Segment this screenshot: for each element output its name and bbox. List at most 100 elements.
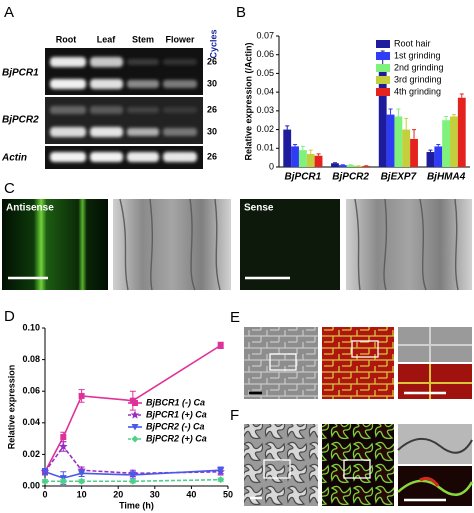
- panel-label: B: [236, 4, 246, 21]
- gel-image: [45, 48, 203, 169]
- x-axis-label: Time (h): [119, 500, 154, 510]
- error-bar: [451, 114, 456, 117]
- lane-label: Leaf: [97, 34, 117, 44]
- y-tick-label: 0.07: [256, 30, 274, 40]
- y-tick-label: 0.03: [256, 105, 274, 115]
- bar: [426, 152, 435, 167]
- legend-marker: [131, 435, 139, 443]
- legend-label: BjPCR2 (-) Ca: [146, 421, 205, 431]
- x-tick-label: BjHMA4: [427, 172, 466, 183]
- cycle-number: 26: [207, 56, 217, 66]
- y-tick-label: 0.02: [256, 124, 274, 134]
- y-tick-label: 0: [269, 161, 274, 171]
- probe-label: Antisense: [6, 203, 54, 214]
- marker: [78, 392, 85, 399]
- legend-marker: [132, 400, 138, 406]
- legend-label: BjPCR1 (+) Ca: [146, 409, 207, 419]
- legend-swatch: [376, 76, 390, 84]
- bar: [291, 146, 299, 167]
- marker: [78, 470, 86, 477]
- y-axis-label: Relative expression: [6, 365, 16, 450]
- gene-label: Actin: [1, 153, 27, 164]
- legend-label: Root hair: [394, 38, 431, 48]
- legend-label: BjBCR1 (-) Ca: [146, 397, 205, 407]
- cycle-number: 26: [207, 151, 217, 161]
- legend-swatch: [376, 52, 390, 60]
- error-bar: [293, 144, 298, 147]
- marker: [217, 476, 225, 484]
- error-bar: [396, 108, 401, 117]
- bar: [314, 155, 323, 167]
- bar: [394, 116, 403, 167]
- cycle-number: 26: [207, 104, 217, 114]
- marker: [129, 471, 137, 479]
- y-tick-label: 0.01: [256, 143, 274, 153]
- marker: [217, 342, 224, 349]
- error-bar: [285, 125, 290, 130]
- bar: [283, 129, 292, 167]
- legend-label: 2nd grinding: [394, 62, 444, 72]
- bar: [450, 116, 458, 167]
- lane-label: Flower: [165, 34, 195, 44]
- x-tick-label: 0: [42, 489, 47, 499]
- error-bar: [300, 145, 305, 151]
- x-tick-label: 20: [113, 489, 123, 499]
- bar: [410, 138, 418, 167]
- marker: [78, 477, 86, 485]
- bar: [402, 129, 411, 167]
- x-tick-label: 10: [77, 489, 87, 499]
- cycle-number: 30: [207, 78, 217, 88]
- panel-label: C: [4, 180, 15, 197]
- error-bar: [428, 149, 433, 153]
- legend-swatch: [376, 40, 390, 48]
- y-tick-label: 0.04: [256, 87, 274, 97]
- panel-label: A: [4, 4, 14, 21]
- micrographs-e: [244, 327, 472, 399]
- legend-swatch: [376, 64, 390, 72]
- error-bar: [444, 115, 449, 121]
- panel-label: F: [230, 407, 239, 424]
- error-bar: [388, 108, 393, 115]
- cycle-number: 30: [207, 126, 217, 136]
- x-tick-label: 40: [186, 489, 196, 499]
- error-bar: [436, 144, 441, 147]
- x-tick-label: 50: [223, 489, 233, 499]
- x-tick-label: BjEXP7: [381, 172, 417, 183]
- cycles-header: Cycles: [208, 29, 218, 58]
- bar: [306, 153, 315, 167]
- marker: [129, 477, 137, 485]
- marker: [41, 477, 49, 485]
- legend-marker: [131, 424, 139, 431]
- bar: [386, 114, 395, 167]
- y-tick-label: 0.04: [22, 417, 40, 427]
- y-tick-label: 0.08: [22, 354, 40, 364]
- panel-label: E: [230, 309, 240, 326]
- y-tick-label: 0.06: [256, 49, 274, 59]
- error-bar: [404, 117, 409, 130]
- bar: [362, 166, 371, 167]
- legend-label: 4th grinding: [394, 86, 441, 96]
- error-bar: [308, 149, 313, 154]
- bar: [298, 150, 307, 167]
- bar: [331, 163, 339, 167]
- legend-label: 3rd grinding: [394, 74, 442, 84]
- error-bar: [412, 129, 417, 139]
- legend-label: BjPCR2 (+) Ca: [146, 433, 207, 443]
- bar: [457, 97, 466, 167]
- marker: [59, 477, 67, 485]
- bar: [338, 165, 347, 167]
- lane-label: Stem: [132, 34, 154, 44]
- bar: [378, 64, 387, 167]
- legend-marker: [130, 410, 140, 419]
- y-tick-label: 0.10: [22, 322, 40, 332]
- x-tick-label: BjPCR1: [285, 172, 322, 183]
- legend-swatch: [376, 88, 390, 96]
- probe-label: Sense: [244, 203, 274, 214]
- bar: [434, 146, 443, 167]
- marker: [60, 434, 67, 441]
- panel-label: D: [4, 308, 15, 325]
- error-bar: [332, 162, 337, 164]
- x-tick-label: 30: [150, 489, 160, 499]
- micrographs-f: [244, 424, 474, 506]
- error-bar: [316, 153, 321, 156]
